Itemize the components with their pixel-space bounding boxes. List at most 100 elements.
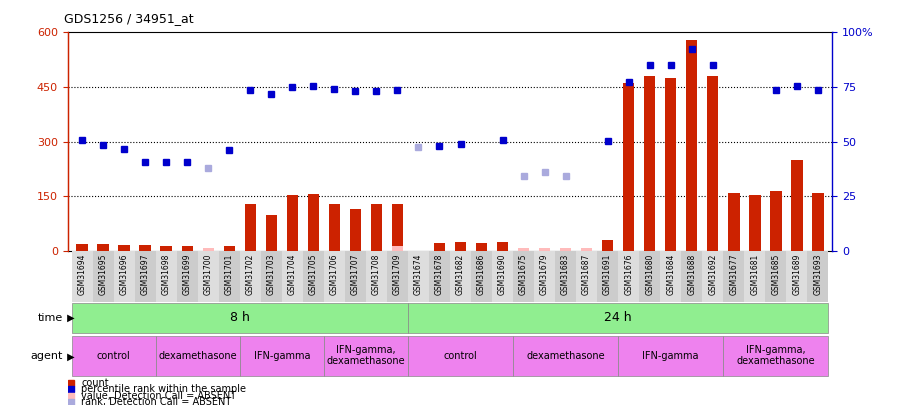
Text: GSM31696: GSM31696 (120, 254, 129, 295)
Bar (135, 251, 156, 302)
Text: GSM31693: GSM31693 (814, 254, 823, 295)
FancyBboxPatch shape (618, 336, 724, 377)
Bar (791, 160, 803, 251)
Bar (282, 251, 303, 302)
Text: GSM31676: GSM31676 (624, 254, 633, 295)
Bar (345, 251, 366, 302)
Bar (576, 251, 597, 302)
Text: GSM31677: GSM31677 (729, 254, 738, 295)
Bar (223, 246, 235, 251)
Text: GDS1256 / 34951_at: GDS1256 / 34951_at (64, 13, 194, 26)
Text: GSM31706: GSM31706 (330, 254, 339, 295)
Bar (765, 251, 787, 302)
Bar (686, 40, 698, 251)
Text: IFN-gamma: IFN-gamma (254, 350, 310, 360)
Bar (812, 193, 824, 251)
Text: GSM31674: GSM31674 (414, 254, 423, 295)
Text: GSM31704: GSM31704 (288, 254, 297, 295)
Bar (328, 204, 340, 251)
Bar (749, 195, 760, 251)
Text: dexamethasone: dexamethasone (158, 350, 237, 360)
FancyBboxPatch shape (324, 336, 408, 377)
Bar (787, 251, 807, 302)
Text: IFN-gamma: IFN-gamma (643, 350, 699, 360)
Text: GSM31702: GSM31702 (246, 254, 255, 295)
Text: time: time (38, 313, 63, 323)
Text: GSM31685: GSM31685 (771, 254, 780, 295)
Bar (140, 245, 151, 251)
Bar (239, 251, 261, 302)
Text: GSM31684: GSM31684 (666, 254, 675, 295)
Text: GSM31695: GSM31695 (99, 254, 108, 295)
Bar (198, 251, 219, 302)
Bar (371, 204, 382, 251)
Bar (202, 248, 214, 251)
Text: GSM31691: GSM31691 (603, 254, 612, 295)
Bar (76, 244, 88, 251)
Bar (560, 248, 572, 251)
Text: GSM31692: GSM31692 (708, 254, 717, 295)
Bar (324, 251, 345, 302)
Text: GSM31679: GSM31679 (540, 254, 549, 295)
Text: GSM31678: GSM31678 (435, 254, 444, 295)
Bar (518, 248, 529, 251)
Bar (602, 240, 614, 251)
Bar (744, 251, 765, 302)
Bar (661, 251, 681, 302)
Bar (450, 251, 471, 302)
Bar (245, 204, 256, 251)
Bar (387, 251, 408, 302)
Text: GSM31700: GSM31700 (203, 254, 212, 295)
Text: GSM31703: GSM31703 (267, 254, 276, 295)
Text: GSM31689: GSM31689 (792, 254, 801, 295)
Text: GSM31682: GSM31682 (456, 254, 465, 295)
Text: GSM31697: GSM31697 (140, 254, 149, 295)
Bar (308, 194, 320, 251)
Bar (639, 251, 661, 302)
Bar (724, 251, 744, 302)
Bar (702, 251, 724, 302)
Text: GSM31709: GSM31709 (393, 254, 402, 295)
Bar (182, 246, 194, 251)
Text: ▶: ▶ (64, 313, 75, 323)
Bar (770, 191, 781, 251)
Bar (681, 251, 702, 302)
Bar (706, 76, 718, 251)
Text: GSM31675: GSM31675 (519, 254, 528, 295)
Bar (429, 251, 450, 302)
Bar (160, 245, 172, 251)
Bar (392, 245, 403, 251)
Bar (728, 193, 740, 251)
Bar (476, 243, 487, 251)
Bar (539, 248, 551, 251)
Text: ▶: ▶ (64, 352, 75, 361)
Bar (623, 83, 634, 251)
Text: agent: agent (31, 352, 63, 361)
Bar (434, 243, 446, 251)
Bar (93, 251, 113, 302)
Text: control: control (97, 350, 130, 360)
Bar (303, 251, 324, 302)
Text: count: count (81, 377, 109, 388)
Text: GSM31705: GSM31705 (309, 254, 318, 295)
Text: percentile rank within the sample: percentile rank within the sample (81, 384, 247, 394)
Text: GSM31683: GSM31683 (561, 254, 570, 295)
Text: dexamethasone: dexamethasone (526, 350, 605, 360)
Bar (644, 76, 655, 251)
Bar (72, 251, 93, 302)
Bar (534, 251, 555, 302)
FancyBboxPatch shape (156, 336, 239, 377)
Bar (513, 251, 534, 302)
FancyBboxPatch shape (513, 336, 618, 377)
Text: 24 h: 24 h (604, 311, 632, 324)
Bar (492, 251, 513, 302)
Bar (156, 251, 176, 302)
Text: GSM31686: GSM31686 (477, 254, 486, 295)
Text: rank, Detection Call = ABSENT: rank, Detection Call = ABSENT (81, 397, 231, 405)
Text: GSM31688: GSM31688 (688, 254, 697, 295)
Bar (349, 209, 361, 251)
Bar (119, 245, 130, 251)
Text: GSM31694: GSM31694 (77, 254, 86, 295)
Bar (176, 251, 198, 302)
FancyBboxPatch shape (239, 336, 324, 377)
